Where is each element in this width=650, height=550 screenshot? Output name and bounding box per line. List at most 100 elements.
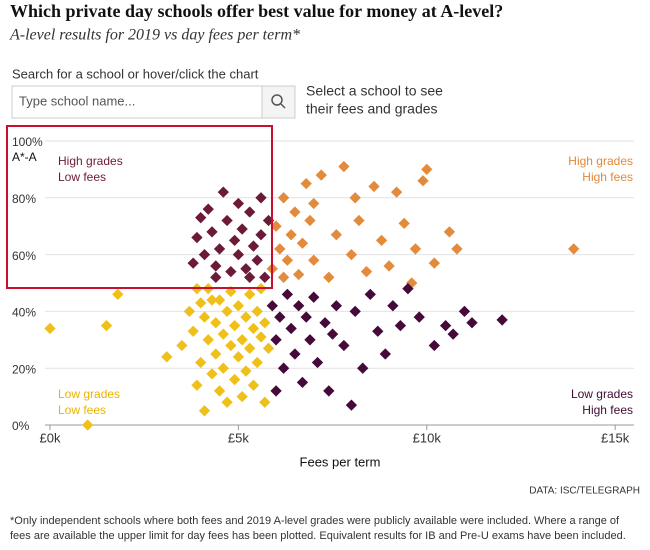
point[interactable] (213, 385, 226, 397)
point[interactable] (210, 317, 222, 329)
point[interactable] (259, 396, 271, 408)
point[interactable] (210, 271, 222, 283)
point[interactable] (247, 240, 260, 252)
point[interactable] (251, 254, 263, 266)
point[interactable] (221, 396, 233, 408)
point[interactable] (443, 226, 456, 238)
point[interactable] (247, 322, 260, 335)
point[interactable] (289, 348, 301, 360)
point[interactable] (259, 271, 271, 283)
point[interactable] (323, 385, 335, 397)
point[interactable] (383, 260, 395, 272)
point[interactable] (311, 356, 324, 369)
point[interactable] (244, 271, 256, 283)
point[interactable] (259, 317, 271, 329)
search-input[interactable] (11, 85, 263, 119)
point[interactable] (568, 243, 580, 255)
point[interactable] (285, 322, 297, 335)
point[interactable] (274, 243, 286, 255)
point[interactable] (379, 348, 391, 360)
point[interactable] (232, 248, 245, 261)
point[interactable] (232, 351, 245, 363)
point[interactable] (262, 342, 275, 354)
point[interactable] (240, 365, 252, 377)
point[interactable] (236, 334, 248, 346)
point[interactable] (232, 197, 245, 210)
point[interactable] (428, 339, 440, 352)
point[interactable] (210, 260, 222, 272)
point[interactable] (300, 311, 312, 323)
point[interactable] (266, 300, 278, 312)
point[interactable] (236, 223, 248, 235)
point[interactable] (251, 305, 263, 318)
point[interactable] (195, 212, 207, 224)
point[interactable] (304, 334, 316, 346)
point[interactable] (240, 311, 252, 323)
point[interactable] (213, 243, 226, 255)
point[interactable] (236, 390, 248, 403)
point[interactable] (198, 405, 211, 417)
point[interactable] (195, 356, 207, 369)
point[interactable] (176, 339, 188, 352)
point[interactable] (191, 231, 203, 244)
point[interactable] (277, 192, 290, 204)
point[interactable] (187, 325, 199, 337)
point[interactable] (296, 237, 309, 249)
point[interactable] (300, 177, 312, 190)
point[interactable] (345, 399, 358, 411)
point[interactable] (417, 175, 429, 187)
point[interactable] (270, 385, 282, 397)
point[interactable] (277, 362, 290, 374)
point[interactable] (206, 368, 218, 380)
point[interactable] (326, 328, 339, 340)
point[interactable] (228, 373, 241, 386)
point[interactable] (270, 334, 282, 346)
point[interactable] (221, 305, 233, 318)
point[interactable] (349, 192, 361, 204)
point[interactable] (394, 319, 407, 332)
point[interactable] (349, 305, 361, 318)
point[interactable] (244, 206, 256, 218)
point[interactable] (225, 339, 237, 352)
point[interactable] (409, 243, 422, 255)
point[interactable] (228, 234, 241, 247)
point[interactable] (202, 203, 214, 215)
point[interactable] (244, 342, 256, 354)
point[interactable] (244, 288, 256, 301)
point[interactable] (308, 197, 320, 210)
point[interactable] (466, 317, 478, 329)
point[interactable] (217, 328, 229, 340)
point[interactable] (274, 311, 286, 323)
point[interactable] (277, 271, 290, 283)
point[interactable] (183, 305, 196, 318)
point[interactable] (372, 325, 384, 337)
point[interactable] (368, 180, 380, 193)
point[interactable] (360, 265, 373, 278)
point[interactable] (255, 192, 267, 204)
point[interactable] (330, 229, 343, 241)
point[interactable] (375, 234, 388, 247)
point[interactable] (217, 186, 229, 198)
point[interactable] (255, 331, 267, 343)
point[interactable] (338, 160, 350, 173)
point[interactable] (293, 300, 305, 312)
plot[interactable] (44, 140, 634, 431)
point[interactable] (191, 379, 203, 391)
point[interactable] (82, 419, 94, 431)
point[interactable] (270, 220, 282, 232)
point[interactable] (217, 362, 229, 374)
point[interactable] (496, 314, 508, 326)
point[interactable] (251, 356, 263, 369)
point[interactable] (240, 263, 252, 275)
point[interactable] (213, 294, 226, 306)
point[interactable] (458, 305, 471, 318)
point[interactable] (439, 319, 452, 332)
point[interactable] (221, 214, 233, 227)
point[interactable] (281, 288, 294, 301)
point[interactable] (387, 300, 399, 312)
point[interactable] (315, 169, 327, 181)
point[interactable] (206, 294, 218, 306)
point[interactable] (308, 254, 320, 266)
point[interactable] (198, 311, 211, 323)
point[interactable] (195, 297, 207, 309)
